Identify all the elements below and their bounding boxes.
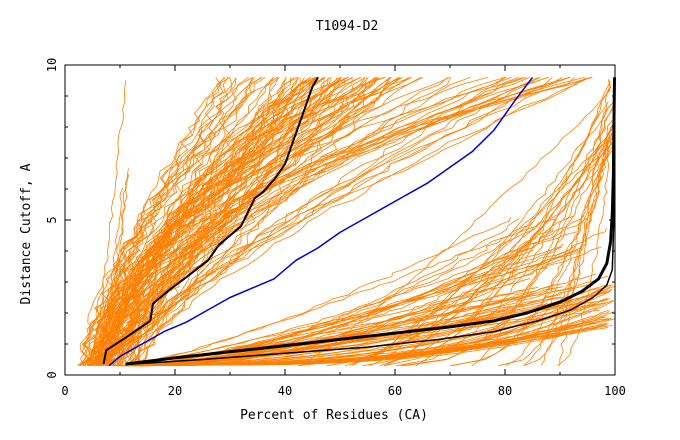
model-curve: [471, 107, 614, 367]
model-curve: [450, 120, 615, 367]
model-curve: [111, 77, 448, 367]
model-curve: [119, 77, 319, 366]
model-curve: [89, 187, 123, 366]
model-curve: [137, 77, 452, 366]
model-curve: [559, 79, 611, 366]
x-tick-label: 80: [498, 384, 512, 398]
model-curve: [88, 77, 378, 367]
model-curve: [135, 77, 548, 367]
model-curve: [123, 77, 570, 366]
model-curve: [94, 77, 409, 366]
model-curve: [141, 243, 564, 367]
model-curve: [87, 77, 305, 366]
model-curve: [122, 284, 608, 367]
x-tick-label: 60: [388, 384, 402, 398]
model-curve: [104, 77, 504, 366]
model-curve: [344, 101, 609, 367]
model-curve: [400, 102, 615, 367]
axis-ticks: 0 20 40 60 80 100 0 5 10: [45, 58, 626, 398]
x-axis-label: Percent of Residues (CA): [240, 408, 428, 423]
model-curve: [349, 126, 615, 367]
highlighted-curves: [102, 76, 616, 367]
model-curve: [140, 278, 531, 367]
model-curve: [98, 77, 230, 366]
model-curve: [352, 133, 615, 367]
model-curve: [127, 77, 575, 366]
y-tick-label: 10: [45, 58, 59, 72]
model-curve: [115, 77, 563, 366]
model-curve: [498, 133, 611, 367]
model-curve: [105, 77, 549, 366]
model-curve: [326, 134, 612, 367]
model-curve: [298, 126, 615, 367]
model-curve: [415, 142, 612, 367]
model-curve: [379, 103, 613, 367]
model-curve: [108, 77, 380, 366]
model-curve: [110, 77, 348, 366]
model-curve: [91, 80, 127, 366]
model-curve: [135, 77, 422, 366]
series-line-4: [130, 77, 616, 365]
model-curve: [384, 80, 612, 367]
model-curve: [101, 77, 326, 366]
model-curve: [131, 228, 607, 367]
x-tick-label: 0: [61, 384, 68, 398]
model-curve: [99, 173, 130, 366]
model-curve: [301, 89, 611, 367]
model-curve: [139, 218, 556, 367]
model-curve: [105, 77, 385, 366]
model-curve: [105, 77, 512, 366]
model-curve: [124, 323, 603, 367]
y-axis-label: Distance Cutoff, A: [19, 163, 34, 304]
model-curve: [113, 77, 349, 366]
x-tick-label: 20: [168, 384, 182, 398]
model-curve: [362, 80, 611, 367]
model-curve: [110, 77, 342, 366]
y-tick-label: 0: [45, 371, 59, 378]
model-curve: [123, 217, 512, 367]
model-curve: [110, 77, 539, 367]
series-line-3: [125, 77, 616, 366]
model-curve: [109, 77, 519, 366]
model-curve: [523, 132, 614, 366]
chart-title: T1094-D2: [316, 19, 379, 34]
model-curve: [557, 141, 613, 367]
model-curve: [117, 77, 488, 366]
model-curve: [80, 77, 324, 366]
model-curve: [123, 77, 412, 366]
model-curve: [108, 77, 318, 366]
model-curve: [131, 77, 570, 366]
x-tick-label: 100: [604, 384, 626, 398]
model-curve: [141, 226, 535, 367]
series-line-1: [102, 76, 319, 365]
series-line-2: [108, 76, 534, 367]
x-tick-label: 40: [278, 384, 292, 398]
model-curve: [126, 77, 451, 366]
model-curve: [125, 296, 562, 367]
model-curve: [102, 77, 237, 366]
y-tick-label: 5: [45, 216, 59, 223]
model-curve: [105, 77, 391, 366]
